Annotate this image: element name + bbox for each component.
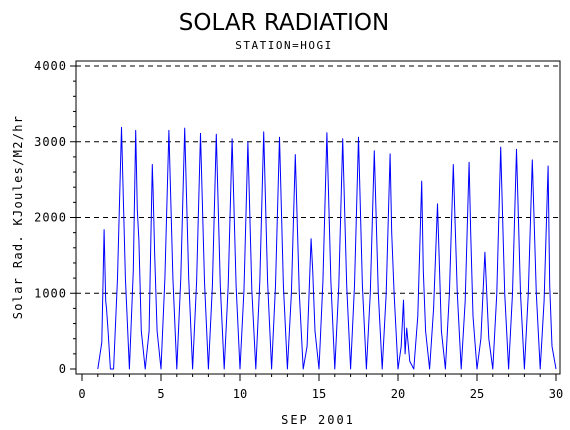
series-layer <box>97 126 557 370</box>
solar-radiation-series-line <box>97 126 557 370</box>
x-axis: 0 5 10 15 20 25 30 <box>78 374 563 401</box>
y-tick-label: 3000 <box>34 135 67 149</box>
x-tick-label: 20 <box>391 387 405 401</box>
x-tick-label: 25 <box>470 387 484 401</box>
y-tick-label: 2000 <box>34 211 67 225</box>
x-tick-label: 10 <box>233 387 247 401</box>
y-tick-label: 4000 <box>34 59 67 73</box>
x-tick-label: 15 <box>312 387 326 401</box>
grid-lines <box>76 65 560 294</box>
y-tick-label: 1000 <box>34 286 67 300</box>
y-tick-label: 0 <box>59 362 67 376</box>
x-tick-label: 0 <box>78 387 85 401</box>
chart-title: SOLAR RADIATION <box>179 10 389 36</box>
x-axis-label: SEP 2001 <box>281 413 355 427</box>
y-axis-label: Solar Rad. KJoules/M2/hr <box>11 115 25 320</box>
x-tick-label: 30 <box>549 387 563 401</box>
x-tick-label: 5 <box>157 387 164 401</box>
chart-subtitle: STATION=HOGI <box>235 39 332 52</box>
y-axis: 0 1000 2000 3000 4000 <box>34 59 76 376</box>
